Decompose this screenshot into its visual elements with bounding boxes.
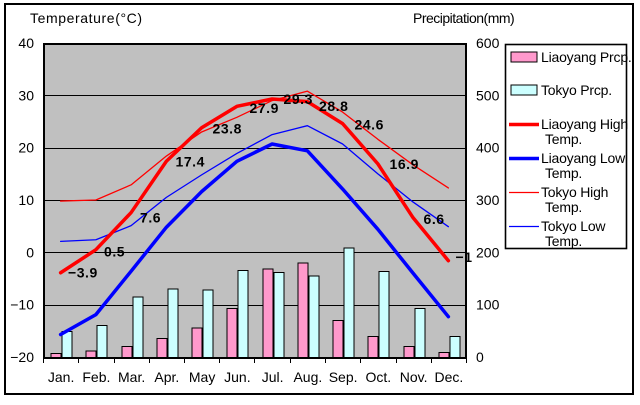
svg-text:16.9: 16.9 [390,156,419,172]
svg-text:6.6: 6.6 [424,211,445,227]
svg-text:Jul.: Jul. [262,369,284,385]
svg-text:200: 200 [476,244,500,260]
svg-text:100: 100 [476,297,500,313]
svg-text:24.6: 24.6 [355,117,384,133]
svg-text:Nov.: Nov. [400,369,428,385]
svg-text:Jun.: Jun. [224,369,250,385]
svg-text:Dec.: Dec. [434,369,463,385]
svg-text:Temp.: Temp. [545,165,582,181]
svg-text:Temp.: Temp. [545,131,582,147]
svg-text:Temp.: Temp. [545,233,582,249]
svg-text:600: 600 [476,35,500,51]
svg-text:30: 30 [18,87,34,103]
svg-text:Temp.: Temp. [545,199,582,215]
svg-text:Liaoyang Low: Liaoyang Low [541,150,626,166]
svg-text:May: May [189,369,215,385]
svg-text:−1: −1 [456,249,473,265]
svg-text:Liaoyang Prcp.: Liaoyang Prcp. [541,49,632,65]
svg-text:Feb.: Feb. [82,369,110,385]
svg-text:7.6: 7.6 [140,210,161,226]
svg-text:0: 0 [476,349,484,365]
svg-text:Liaoyang High: Liaoyang High [541,116,628,132]
svg-text:Aug.: Aug. [293,369,322,385]
svg-text:Precipitation(mm): Precipitation(mm) [413,10,514,26]
svg-text:Oct.: Oct. [366,369,392,385]
svg-text:Temperature(°C): Temperature(°C) [30,10,143,26]
svg-text:23.8: 23.8 [213,121,242,137]
svg-text:Tokyo Low: Tokyo Low [541,218,606,234]
svg-text:−10: −10 [10,297,34,313]
svg-text:29.3: 29.3 [284,91,313,107]
svg-text:−3.9: −3.9 [68,265,98,281]
svg-text:Sep.: Sep. [329,369,358,385]
svg-text:Tokyo Prcp.: Tokyo Prcp. [541,82,612,98]
svg-text:−20: −20 [10,349,34,365]
svg-text:27.9: 27.9 [250,100,279,116]
svg-text:400: 400 [476,140,500,156]
svg-text:0: 0 [26,244,34,260]
svg-text:20: 20 [18,140,34,156]
svg-text:500: 500 [476,87,500,103]
svg-text:10: 10 [18,192,34,208]
svg-text:0.5: 0.5 [104,244,125,260]
svg-text:Apr.: Apr. [154,369,179,385]
svg-text:Jan.: Jan. [48,369,74,385]
svg-text:17.4: 17.4 [176,154,205,170]
svg-text:28.8: 28.8 [319,98,348,114]
svg-text:Tokyo High: Tokyo High [541,184,608,200]
svg-text:300: 300 [476,192,500,208]
svg-text:40: 40 [18,35,34,51]
svg-text:Mar.: Mar. [118,369,145,385]
